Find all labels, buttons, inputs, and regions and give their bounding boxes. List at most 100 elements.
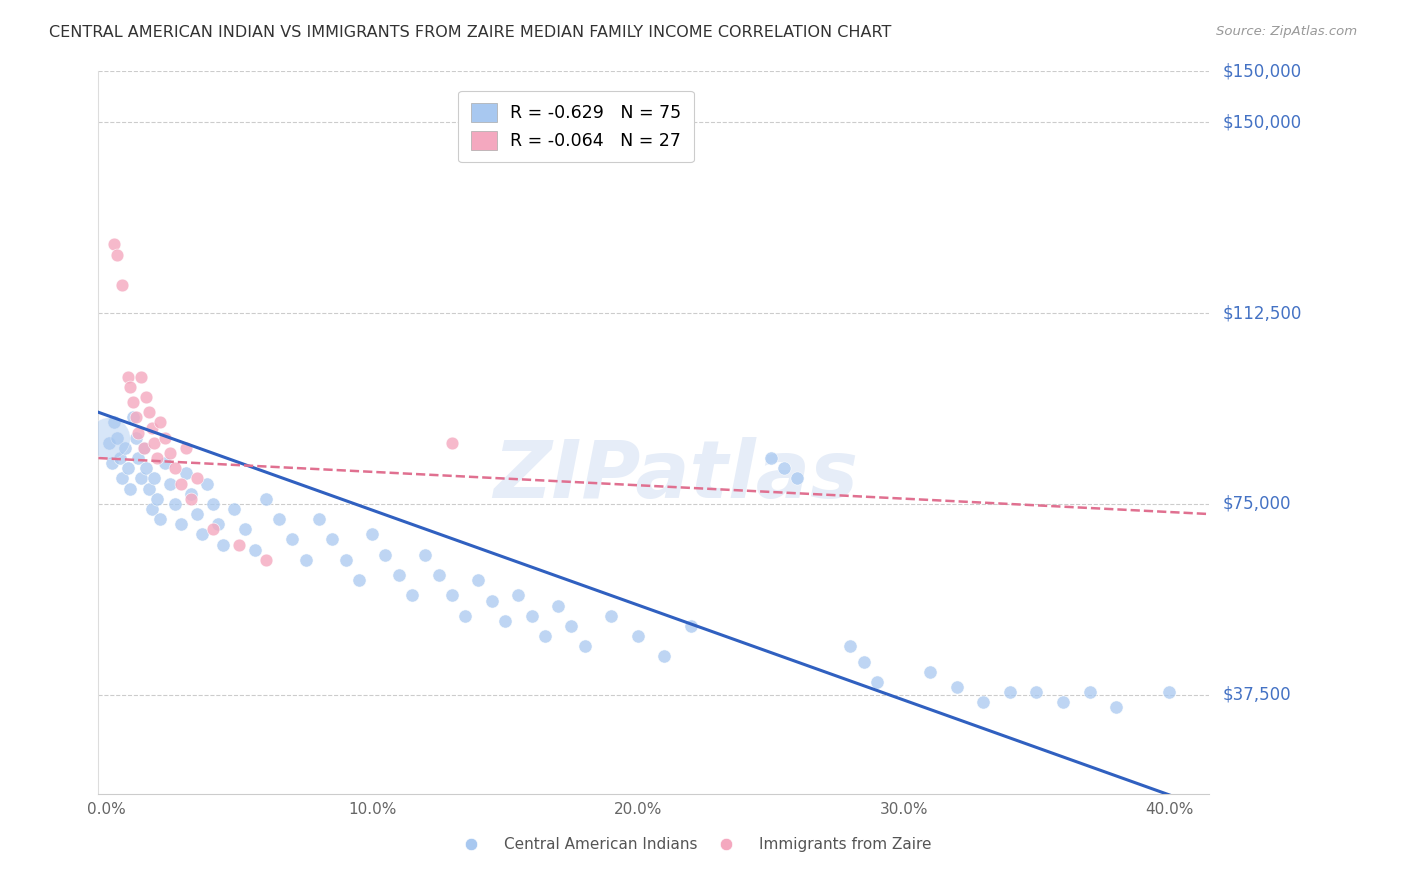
Point: [207, 517, 229, 532]
Point: [972, 695, 994, 709]
Point: [124, 431, 146, 445]
Point: [852, 655, 875, 669]
Point: [170, 517, 193, 532]
Point: [245, 542, 267, 557]
Point: [294, 553, 316, 567]
Text: $37,500: $37,500: [1222, 686, 1291, 704]
Point: [454, 608, 477, 623]
Point: [186, 471, 208, 485]
Point: [132, 441, 155, 455]
Legend: R = -0.629   N = 75, R = -0.064   N = 27: R = -0.629 N = 75, R = -0.064 N = 27: [458, 91, 693, 162]
Point: [254, 553, 277, 567]
Point: [427, 568, 450, 582]
Point: [308, 512, 330, 526]
Point: [413, 548, 436, 562]
Point: [117, 461, 139, 475]
Point: [141, 502, 163, 516]
Text: Immigrants from Zaire: Immigrants from Zaire: [759, 837, 932, 852]
Text: $150,000: $150,000: [1222, 62, 1302, 80]
Point: [388, 568, 411, 582]
Point: [269, 512, 291, 526]
Point: [103, 237, 125, 252]
Point: [98, 435, 121, 450]
Point: [114, 441, 136, 455]
Point: [201, 497, 224, 511]
Point: [165, 497, 187, 511]
Point: [773, 461, 796, 475]
Point: [191, 527, 214, 541]
Point: [321, 533, 343, 547]
Point: [534, 629, 557, 643]
Point: [174, 467, 197, 481]
Point: [467, 573, 489, 587]
Point: [494, 614, 516, 628]
Point: [120, 482, 142, 496]
Point: [440, 435, 463, 450]
Point: [679, 619, 702, 633]
Point: [233, 522, 256, 536]
Point: [281, 533, 304, 547]
Text: CENTRAL AMERICAN INDIAN VS IMMIGRANTS FROM ZAIRE MEDIAN FAMILY INCOME CORRELATIO: CENTRAL AMERICAN INDIAN VS IMMIGRANTS FR…: [49, 25, 891, 40]
Point: [98, 431, 121, 445]
Point: [361, 527, 384, 541]
Point: [186, 507, 208, 521]
Point: [508, 589, 530, 603]
Point: [124, 410, 146, 425]
Point: [174, 441, 197, 455]
Point: [108, 451, 131, 466]
Point: [129, 369, 152, 384]
Point: [374, 548, 396, 562]
Point: [547, 599, 569, 613]
Point: [180, 491, 202, 506]
Point: [1105, 700, 1128, 714]
Point: [1025, 685, 1047, 699]
Point: [222, 502, 245, 516]
Text: ZIPatlas: ZIPatlas: [494, 437, 859, 515]
Point: [132, 441, 155, 455]
Point: [146, 451, 169, 466]
Point: [146, 491, 169, 506]
Point: [120, 380, 142, 394]
Point: [945, 680, 967, 694]
Point: [600, 608, 623, 623]
Point: [122, 410, 145, 425]
Point: [627, 629, 650, 643]
Point: [866, 675, 889, 690]
Point: [759, 451, 782, 466]
Point: [347, 573, 370, 587]
Point: [228, 537, 250, 551]
Point: [100, 456, 122, 470]
Point: [148, 512, 170, 526]
Point: [440, 589, 463, 603]
Point: [138, 405, 160, 419]
Point: [786, 471, 808, 485]
Point: [141, 420, 163, 434]
Point: [129, 471, 152, 485]
Point: [654, 649, 676, 664]
Point: [195, 476, 218, 491]
Point: [153, 431, 176, 445]
Point: [254, 491, 277, 506]
Point: [335, 553, 357, 567]
Point: [127, 425, 149, 440]
Point: [122, 395, 145, 409]
Point: [127, 451, 149, 466]
Point: [481, 593, 503, 607]
Point: [401, 589, 423, 603]
Point: [986, 879, 1008, 892]
Text: Central American Indians: Central American Indians: [503, 837, 697, 852]
Point: [574, 640, 596, 654]
Point: [105, 247, 128, 261]
Point: [520, 608, 543, 623]
Point: [201, 522, 224, 536]
Point: [839, 640, 862, 654]
Point: [153, 456, 176, 470]
Point: [1159, 685, 1181, 699]
Point: [143, 435, 166, 450]
Point: [159, 476, 181, 491]
Point: [159, 446, 181, 460]
Point: [212, 537, 235, 551]
Text: $75,000: $75,000: [1222, 495, 1291, 513]
Point: [105, 431, 128, 445]
Point: [920, 665, 942, 679]
